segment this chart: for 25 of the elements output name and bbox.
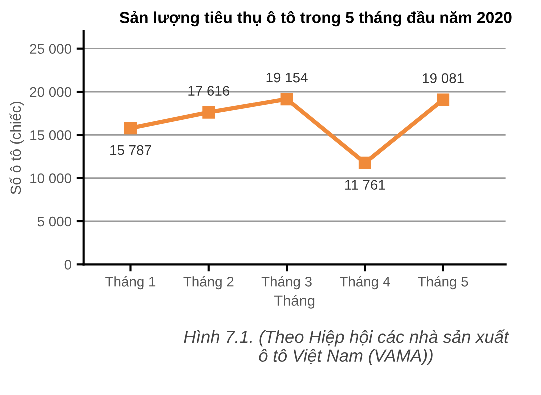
y-tick-label: 25 000	[30, 44, 72, 54]
x-tick-label: Tháng 1	[106, 276, 156, 290]
y-axis-title: Số ô tô (chiếc)	[10, 102, 24, 194]
chart-title: Sản lượng tiêu thụ ô tô trong 5 tháng đầu năm 2020	[120, 10, 512, 27]
point	[358, 156, 372, 170]
x-tick-label: Tháng 3	[262, 276, 312, 290]
data-label: 19 154	[266, 72, 308, 83]
point	[124, 122, 137, 135]
y-tick-label: 15 000	[30, 130, 72, 140]
point	[437, 94, 450, 106]
y-tick-label: 10 000	[30, 174, 72, 184]
data-label: 17 616	[188, 86, 230, 96]
point	[280, 93, 294, 106]
point	[202, 106, 216, 119]
x-tick-label: Tháng 4	[340, 276, 390, 290]
text: Hình 7.1. (Theo Hiệp hội các nhà sản xuất ô tô Việt Nam (VAMA))	[184, 330, 510, 366]
x-axis-title: Tháng	[274, 295, 315, 309]
y-tick-label: 0	[64, 260, 72, 270]
x-tick-label: Tháng 5	[418, 276, 468, 290]
data-label: 11 761	[346, 180, 386, 190]
data-label: 19 081	[423, 73, 464, 84]
data-label: 15 787	[110, 145, 152, 156]
y-tick-label: 5 000	[38, 216, 72, 227]
x-tick-label: Tháng 2	[184, 276, 234, 290]
y-tick-label: 20 000	[30, 87, 72, 98]
